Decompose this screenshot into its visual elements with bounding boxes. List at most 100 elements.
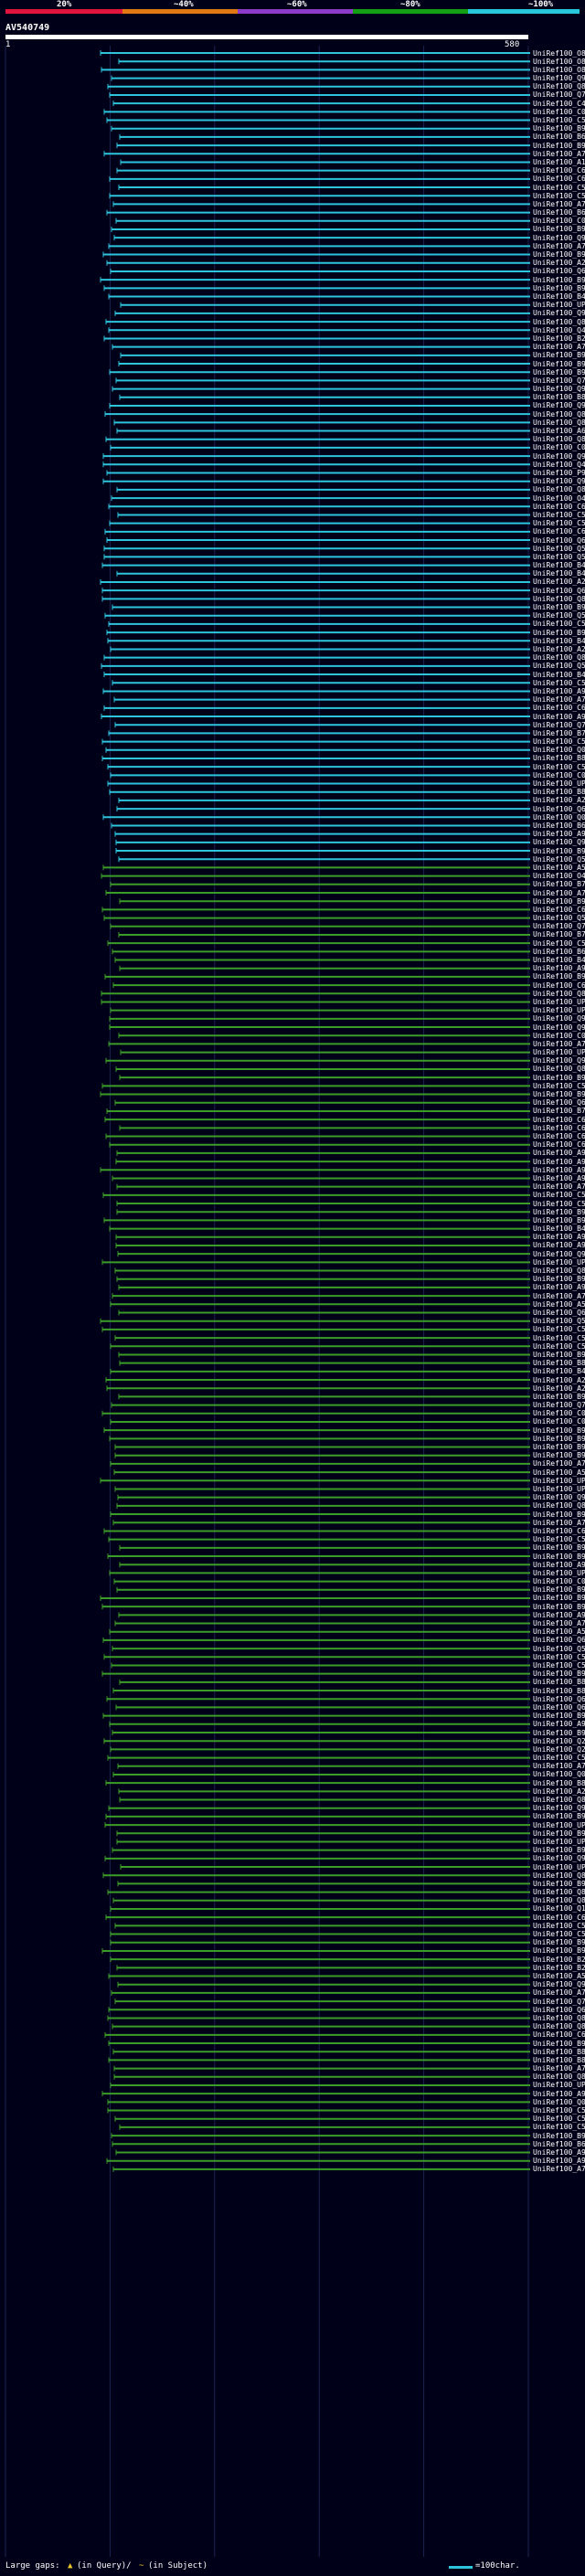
hit-label[interactable]: UniRef100_B9S327 [533,1090,585,1099]
hit-label[interactable]: UniRef100_UP1000… [533,1820,585,1829]
hit-label[interactable]: UniRef100_B9T5G4 [533,1594,585,1603]
hit-label[interactable]: UniRef100_B9HSP7 [533,250,585,260]
hit-label[interactable]: UniRef100_B4FN11 [533,636,585,645]
hit-label[interactable]: UniRef100_Q7SL45 [533,90,585,100]
hit-label[interactable]: UniRef100_C6TDU6 [533,1132,585,1140]
hit-label[interactable]: UniRef100_B9H0B7 [533,846,585,855]
hit-label[interactable]: UniRef100_A7PZ31 [533,1988,585,1998]
hit-label[interactable]: UniRef100_A7P6M6 [533,2165,585,2174]
hit-label[interactable]: UniRef100_C0PKM5 [533,1409,585,1418]
hit-label[interactable]: UniRef100_Q8NW80 [533,1501,585,1511]
hit-label[interactable]: UniRef100_C6TAM9 [533,1140,585,1150]
hit-label[interactable]: UniRef100_B8ARP3 [533,2055,585,2064]
hit-label[interactable]: UniRef100_C6ZRF0 [533,905,585,914]
hit-label[interactable]: UniRef100_C5WRN9 [533,737,585,747]
hit-label[interactable]: UniRef100_B9ITG1 [533,1879,585,1888]
hit-label[interactable]: UniRef100_A9TJ49 [533,1283,585,1292]
hit-label[interactable]: UniRef100_B8B8L0 [533,1778,585,1787]
hit-label[interactable]: UniRef100_Q07910 [533,2097,585,2106]
hit-label[interactable]: UniRef100_A1Z197 [533,157,585,166]
hit-label[interactable]: UniRef100_Q8W4P0 [533,82,585,91]
hit-label[interactable]: UniRef100_C6ZR35 [533,166,585,175]
hit-label[interactable]: UniRef100_B7EB21 [533,930,585,939]
hit-label[interactable]: UniRef100_A7VM24 [533,241,585,250]
hit-label[interactable]: UniRef100_Q6L5Z6 [533,586,585,595]
hit-label[interactable]: UniRef100_C5X9S1 [533,1660,585,1670]
hit-label[interactable]: UniRef100_C0PKH0 [533,770,585,779]
hit-label[interactable]: UniRef100_C6ZRT8 [533,981,585,990]
hit-label[interactable]: UniRef100_C6T0D7 [533,1115,585,1124]
hit-label[interactable]: UniRef100_B9RVH5 [533,1728,585,1737]
hit-label[interactable]: UniRef100_Q8MX19 [533,1896,585,1905]
hit-label[interactable]: UniRef100_A9NUN8 [533,2157,585,2166]
hit-label[interactable]: UniRef100_B6TJ06 [533,133,585,142]
hit-label[interactable]: UniRef100_C5WVR0 [533,1535,585,1544]
hit-label[interactable]: UniRef100_B9RN61 [533,141,585,150]
hit-label[interactable]: UniRef100_UP1000… [533,997,585,1006]
hit-label[interactable]: UniRef100_Q5ZAC0 [533,914,585,923]
hit-label[interactable]: UniRef100_B4FGM3 [533,670,585,679]
hit-label[interactable]: UniRef100_A5BWW3 [533,1972,585,1980]
hit-label[interactable]: UniRef100_UP1000… [533,1048,585,1057]
hit-label[interactable]: UniRef100_P93749 [533,469,585,477]
hit-label[interactable]: UniRef100_O80719-3 [533,65,585,74]
hit-label[interactable]: UniRef100_A9STF2 [533,1610,585,1619]
hit-label[interactable]: UniRef100_A7PE75 [533,1039,585,1048]
hit-label[interactable]: UniRef100_C6TDV2 [533,175,585,184]
hit-label[interactable]: UniRef100_A9SMP8 [533,1173,585,1182]
hit-label[interactable]: UniRef100_C5Z4Z6 [533,2115,585,2124]
hit-label[interactable]: UniRef100_B9A709 [533,628,585,637]
hit-label[interactable]: UniRef100_B9GSU0 [533,1552,585,1561]
hit-label[interactable]: UniRef100_B4FZN9 [533,561,585,570]
hit-label[interactable]: UniRef100_UP1000… [533,1484,585,1493]
hit-label[interactable]: UniRef100_B4FTB4 [533,1224,585,1234]
hit-label[interactable]: UniRef100_A6NVM5 [533,427,585,436]
hit-label[interactable]: UniRef100_Q9LUT0 [533,233,585,242]
hit-label[interactable]: UniRef100_Q9FKF7 [533,385,585,394]
hit-label[interactable]: UniRef100_Q7XMR0 [533,376,585,385]
hit-label[interactable]: UniRef100_C0PNJ3 [533,443,585,452]
hit-label[interactable]: UniRef100_B9RND0 [533,1543,585,1553]
hit-label[interactable]: UniRef100_A9TL10 [533,1165,585,1174]
hit-label[interactable]: UniRef100_C5XFT3 [533,1081,585,1090]
hit-label[interactable]: UniRef100_C5YZJ5 [533,183,585,192]
hit-label[interactable]: UniRef100_Q6GBN0 [533,1702,585,1712]
hit-label[interactable]: UniRef100_B9F0B3 [533,275,585,284]
hit-label[interactable]: UniRef100_Q9XJ55 [533,1804,585,1813]
hit-label[interactable]: UniRef100_B6TCJ3 [533,821,585,830]
hit-label[interactable]: UniRef100_C5YBC5 [533,938,585,948]
hit-label[interactable]: UniRef100_Q81125 [533,1796,585,1805]
hit-label[interactable]: UniRef100_C5YUN4 [533,1191,585,1200]
hit-label[interactable]: UniRef100_O49339 [533,493,585,503]
hit-label[interactable]: UniRef100_Q5DNX3 [533,544,585,553]
hit-label[interactable]: UniRef100_B9HBT3 [533,1451,585,1460]
hit-label[interactable]: UniRef100_Q0D4M3 [533,1770,585,1779]
hit-label[interactable]: UniRef100_Q93XH8 [533,401,585,410]
hit-label[interactable]: UniRef100_C6TIF8 [533,704,585,713]
hit-label[interactable]: UniRef100_C5X6W6 [533,191,585,200]
hit-label[interactable]: UniRef100_Q9FEM2 [533,1249,585,1258]
hit-label[interactable]: UniRef100_A9U9U3 [533,2089,585,2098]
hit-label[interactable]: UniRef100_Q9ZVL4 [533,1014,585,1023]
hit-label[interactable]: UniRef100_B9I1N6 [533,359,585,368]
hit-label[interactable]: UniRef100_C5XHH8 [533,1652,585,1661]
hit-label[interactable]: UniRef100_B9GZC0 [533,1938,585,1947]
hit-label[interactable]: UniRef100_B7ZS23 [533,1107,585,1116]
hit-label[interactable]: UniRef100_A7Q8Y6 [533,2064,585,2073]
hit-label[interactable]: UniRef100_B9H2K9 [533,1275,585,1284]
hit-label[interactable]: UniRef100_C6ZRT7 [533,502,585,511]
hit-label[interactable]: UniRef100_UP1000… [533,779,585,789]
hit-label[interactable]: UniRef100_B8BD12 [533,754,585,763]
hit-label[interactable]: UniRef100_UP1000… [533,1568,585,1577]
hit-label[interactable]: UniRef100_Q7NBQ2 [533,1401,585,1410]
hit-label[interactable]: UniRef100_Q8LPR4 [533,1888,585,1897]
hit-label[interactable]: UniRef100_Q9FE20 [533,1980,585,1989]
hit-label[interactable]: UniRef100_A9SHB7 [533,1560,585,1569]
hit-label[interactable]: UniRef100_A7QU75 [533,1762,585,1771]
hit-label[interactable]: UniRef100_UP1000… [533,1257,585,1267]
hit-label[interactable]: UniRef100_A7PIE0 [533,1518,585,1527]
hit-label[interactable]: UniRef100_Q9SY19 [533,309,585,318]
hit-label[interactable]: UniRef100_B9IH55 [533,1073,585,1082]
hit-label[interactable]: UniRef100_B8LND4 [533,393,585,402]
hit-label[interactable]: UniRef100_C5YTQ1 [533,1325,585,1334]
